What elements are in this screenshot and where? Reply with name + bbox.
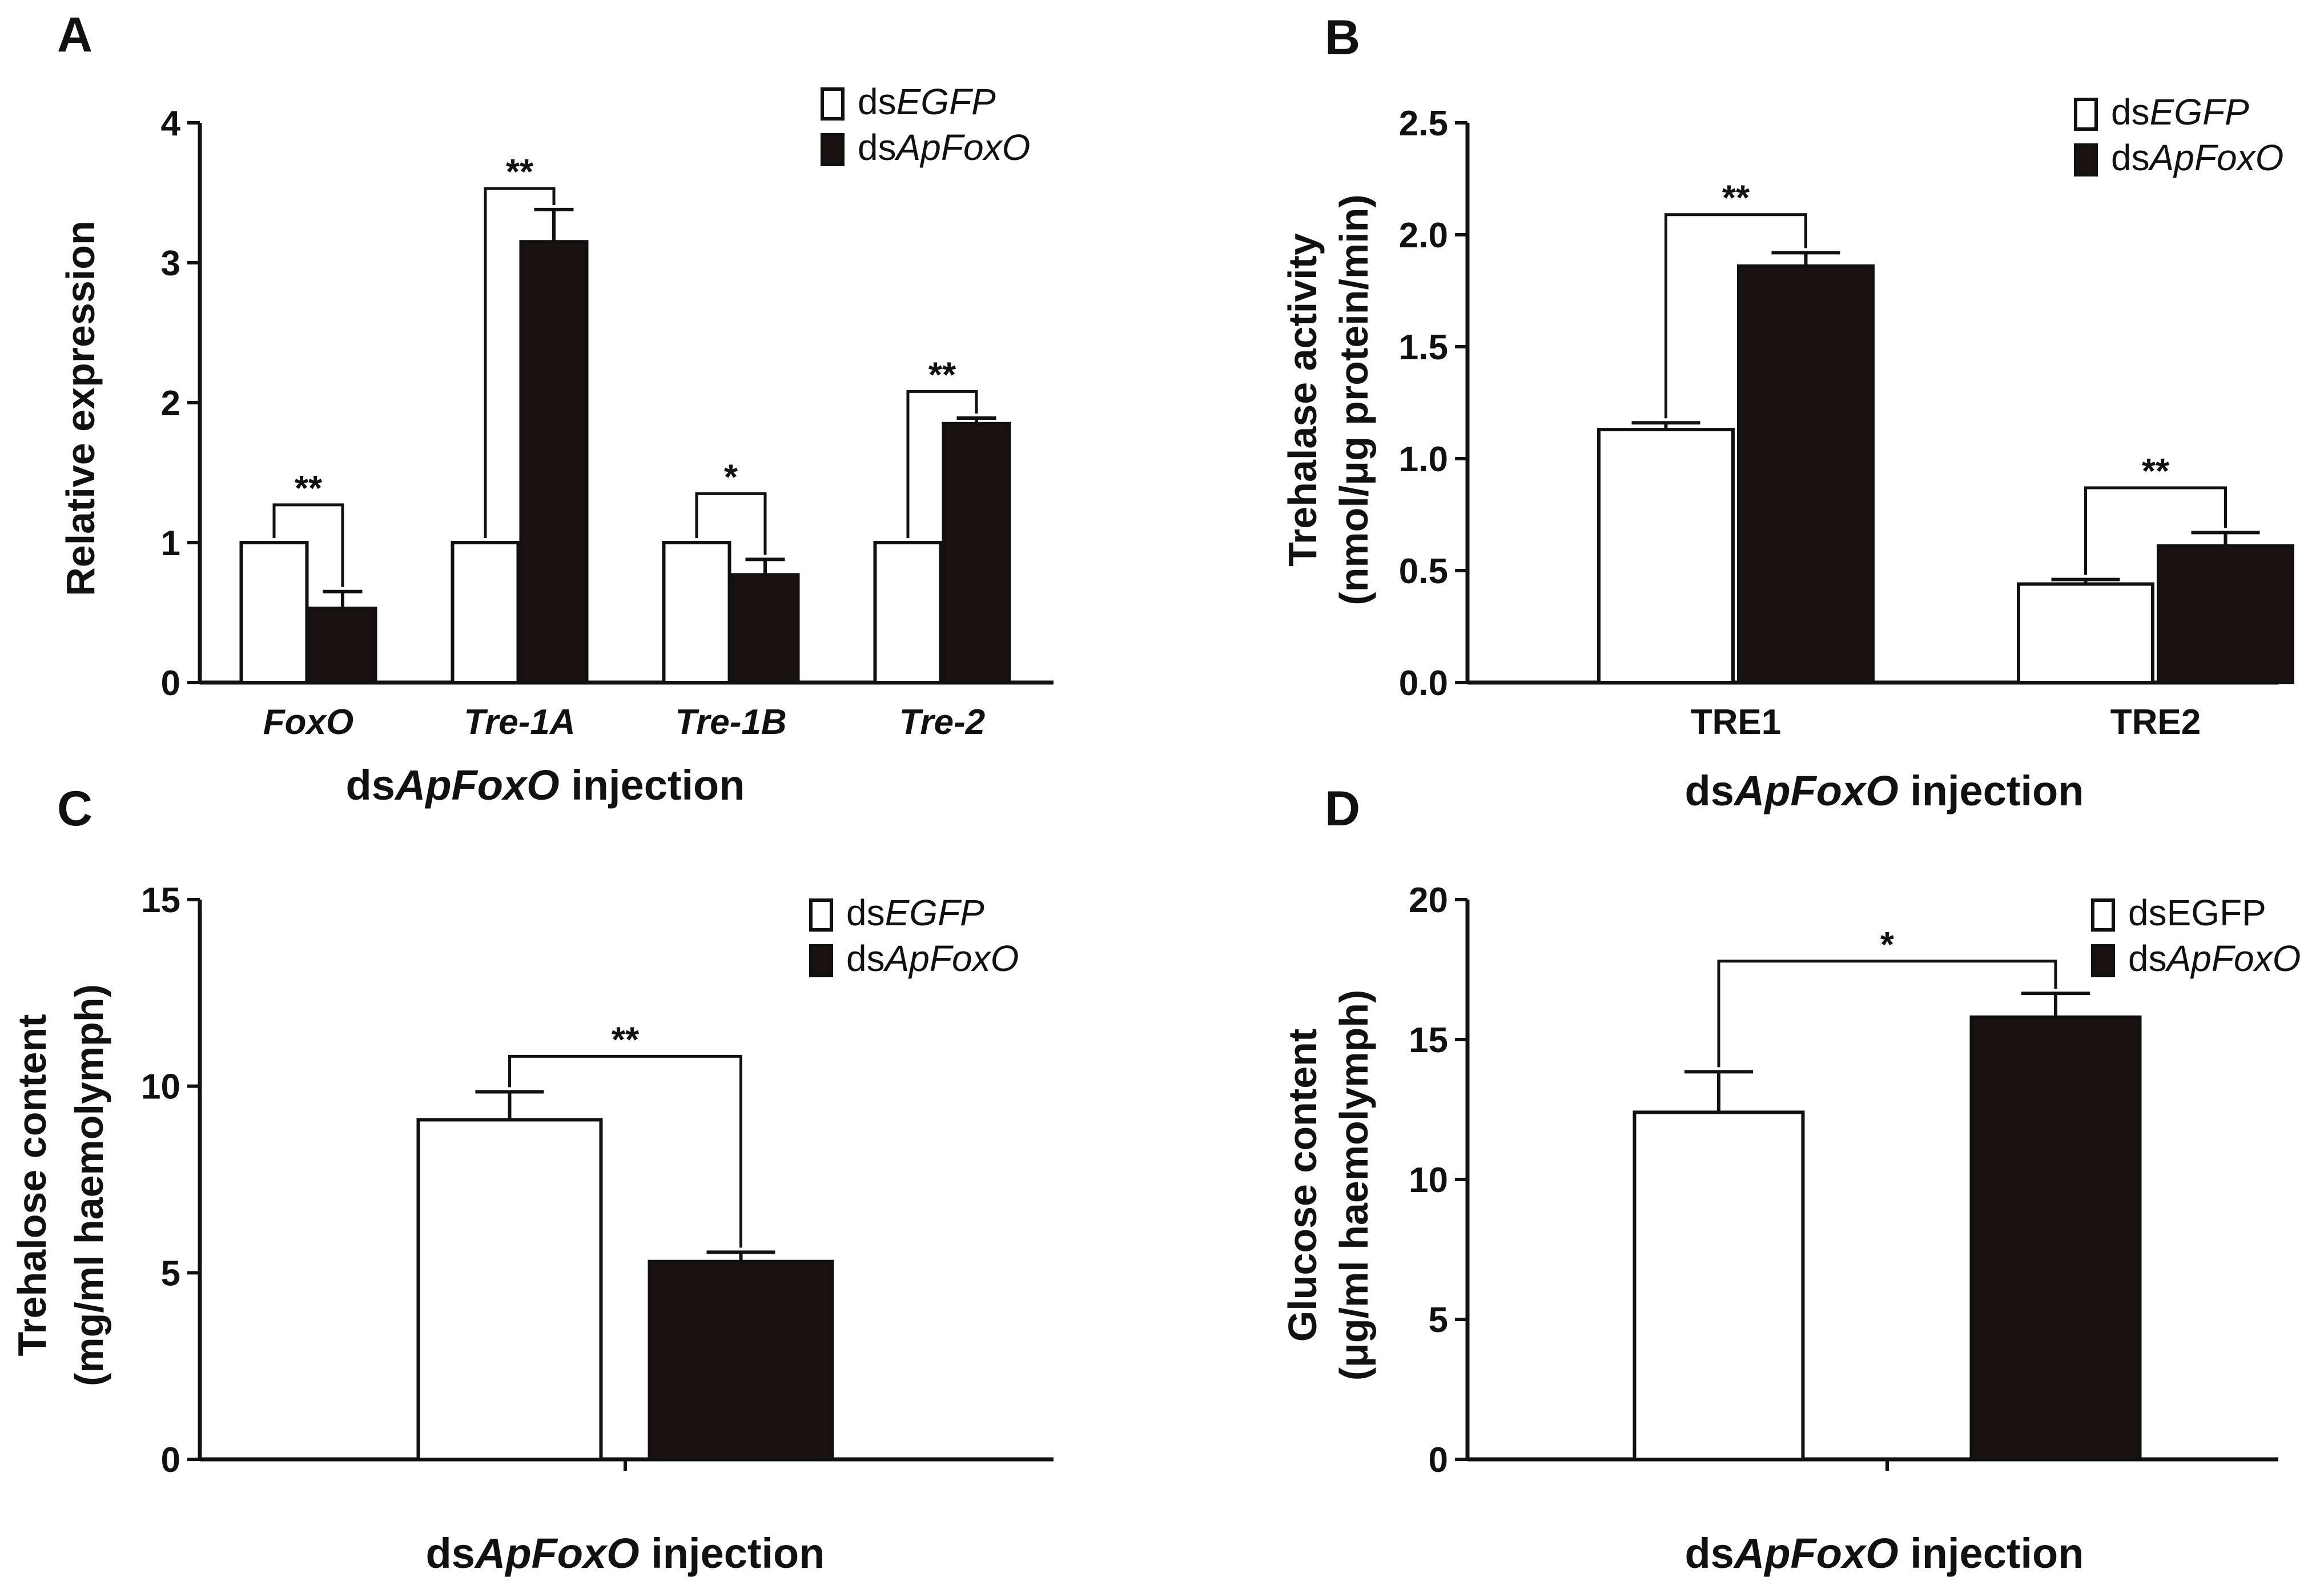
significance-marker: ** [1722, 179, 1750, 218]
y-tick-label: 0 [161, 664, 180, 703]
legend-label-control: dsEGFP [2128, 892, 2266, 933]
x-axis-title: dsApFoxO injection [1685, 1530, 2084, 1577]
significance-bracket [2084, 486, 2227, 575]
x-tick-label: FoxO [263, 703, 353, 742]
legend-swatch-treatment [821, 133, 845, 166]
y-axis-subtitle: (mg/ml haemolymph) [67, 984, 111, 1386]
legend-label-control: dsEGFP [2111, 91, 2249, 133]
panel-label: A [57, 7, 93, 62]
significance-marker: ** [928, 355, 956, 395]
legend: dsEGFP dsApFoxO [821, 81, 1030, 168]
bar-control [873, 541, 943, 684]
bar-treatment [519, 240, 589, 684]
significance-marker: ** [2142, 452, 2170, 491]
panel-d: D 0 5 10 15 20 Glucose content (μg/ml haemolymp… [1280, 781, 2301, 1577]
y-axis-subtitle: (nmol/μg protein/min) [1332, 194, 1376, 605]
legend-swatch-control [821, 87, 845, 121]
x-axis-title: dsApFoxO injection [346, 761, 745, 809]
legend-swatch-treatment [2074, 143, 2098, 176]
y-tick-label: 2.5 [1399, 104, 1448, 143]
significance-bracket [272, 503, 344, 587]
legend-label-treatment: dsApFoxO [858, 127, 1030, 168]
bar-treatment [308, 607, 377, 685]
y-tick-label: 5 [1429, 1301, 1448, 1340]
bar-treatment [942, 422, 1011, 684]
panel-label: C [57, 781, 93, 836]
bar-control [451, 541, 520, 684]
y-tick-label: 10 [1409, 1161, 1448, 1200]
y-tick-label: 1.5 [1399, 328, 1448, 367]
bar-control [1597, 428, 1735, 684]
x-tick-label: Tre-1B [675, 703, 786, 742]
bar-control [416, 1118, 603, 1461]
bar-treatment [1969, 1015, 2142, 1462]
significance-bracket [695, 492, 767, 555]
bar-control [1633, 1110, 1805, 1461]
bar-control [239, 541, 309, 684]
y-tick-label: 2 [161, 384, 180, 423]
significance-marker: * [1880, 925, 1895, 965]
y-axis-title: Relative expression [58, 220, 103, 596]
y-tick-label: 0.0 [1399, 664, 1448, 703]
x-tick-label: TRE1 [1691, 703, 1781, 742]
significance-bracket [906, 390, 978, 538]
significance-bracket [1717, 960, 2057, 1068]
legend-swatch-control [2091, 898, 2115, 932]
legend-label-control: dsEGFP [858, 81, 996, 122]
significance-bracket [484, 187, 556, 538]
significance-marker: ** [612, 1020, 640, 1060]
legend: dsEGFP dsApFoxO [2091, 892, 2301, 979]
y-tick-label: 3 [161, 244, 180, 283]
bar-treatment [1737, 264, 1875, 684]
y-tick-label: 10 [141, 1068, 180, 1107]
significance-bracket [1664, 213, 1807, 419]
legend-swatch-treatment [809, 944, 833, 977]
bar-treatment [730, 573, 800, 684]
x-axis-title: dsApFoxO injection [426, 1530, 825, 1577]
y-tick-label: 15 [1409, 1021, 1448, 1060]
y-axis-title: Trehalase activity [1280, 233, 1325, 567]
legend: dsEGFP dsApFoxO [809, 892, 1019, 979]
panel-c: C 0 5 10 15 Trehalose content (mg/ml haemolymp… [10, 781, 1054, 1577]
y-tick-label: 1 [161, 524, 180, 563]
bar-control [2017, 582, 2154, 685]
panel-a: A 0 1 2 3 4 Relative expression dsApFoxO inject… [57, 7, 1054, 809]
legend-swatch-control [809, 898, 833, 932]
y-tick-label: 20 [1409, 881, 1448, 920]
y-tick-label: 0 [1429, 1440, 1448, 1480]
y-tick-label: 1.0 [1399, 440, 1448, 479]
legend-swatch-treatment [2091, 944, 2115, 977]
legend-label-treatment: dsApFoxO [2111, 137, 2283, 178]
y-tick-label: 15 [141, 881, 180, 920]
panel-label: D [1325, 781, 1360, 836]
legend-label-treatment: dsApFoxO [846, 938, 1019, 979]
y-tick-label: 0 [161, 1440, 180, 1480]
x-tick-label: Tre-2 [899, 703, 986, 742]
bar-treatment [648, 1259, 834, 1462]
bar-treatment [2157, 544, 2294, 684]
panel-b: B 0.0 0.5 1.0 1.5 2.0 2.5 Trehalase activity (nm… [1280, 10, 2294, 814]
y-tick-label: 0.5 [1399, 552, 1448, 591]
bar-control [662, 541, 731, 684]
y-axis-subtitle: (μg/ml haemolymph) [1332, 990, 1376, 1381]
y-tick-label: 4 [161, 104, 181, 143]
significance-marker: ** [295, 469, 323, 508]
significance-bracket [508, 1054, 742, 1248]
significance-marker: * [724, 458, 738, 497]
legend-label-control: dsEGFP [846, 892, 984, 933]
x-tick-label: TRE2 [2110, 703, 2201, 742]
y-axis-title: Trehalose content [10, 1014, 54, 1356]
x-axis-title: dsApFoxO injection [1685, 767, 2084, 814]
significance-marker: ** [506, 153, 534, 192]
y-tick-label: 2.0 [1399, 216, 1448, 255]
y-axis-title: Glucose content [1280, 1029, 1325, 1342]
y-tick-label: 5 [161, 1254, 180, 1293]
panel-label: B [1325, 10, 1360, 65]
legend-label-treatment: dsApFoxO [2128, 938, 2301, 979]
x-tick-label: Tre-1A [464, 703, 575, 742]
legend-swatch-control [2074, 98, 2098, 131]
